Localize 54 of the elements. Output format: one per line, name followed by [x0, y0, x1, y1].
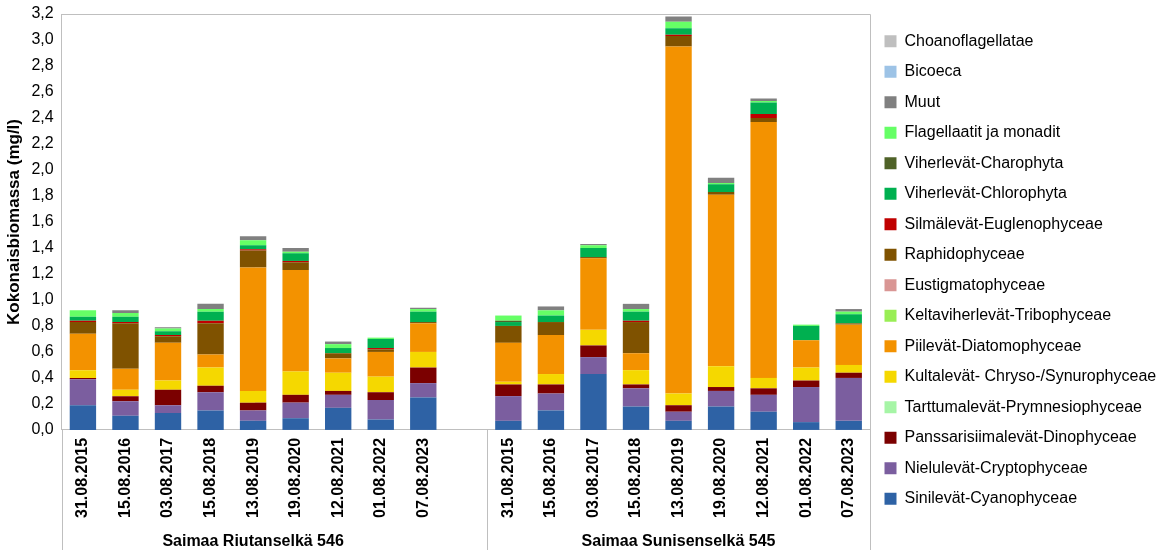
x-tick-label: 15.08.2016 — [115, 437, 133, 518]
legend-label: Kultalevät- Chryso-/Synurophyceae — [904, 367, 1157, 385]
x-tick-label: 13.08.2019 — [243, 437, 261, 518]
y-tick-label: 0,8 — [31, 316, 54, 334]
y-tick-label: 0,2 — [31, 394, 54, 412]
legend-label: Tarttumalevät-Prymnesiophyceae — [904, 397, 1143, 415]
x-tick-label: 19.08.2020 — [711, 437, 729, 518]
y-tick-label: 1,2 — [31, 264, 54, 282]
text: Saimaa Sunisenselkä 545 — [581, 532, 776, 550]
legend-label: Viherlevät-Chlorophyta — [904, 184, 1068, 202]
x-tick-label: 19.08.2020 — [286, 437, 304, 518]
x-tick-label: 31.08.2015 — [73, 437, 91, 518]
legend-label: Keltaviherlevät-Tribophyceae — [904, 306, 1112, 324]
y-tick-label: 0,0 — [31, 420, 54, 438]
x-tick-label: 03.08.2017 — [158, 437, 176, 518]
legend-label: Flagellaatit ja monadit — [904, 123, 1061, 141]
legend-label: Silmälevät-Euglenophyceae — [904, 214, 1103, 232]
x-tick-label: 15.08.2018 — [626, 437, 644, 518]
legend-label: Raphidophyceae — [904, 245, 1025, 263]
y-tick-label: 0,6 — [31, 342, 54, 360]
legend-label: Muut — [904, 92, 941, 110]
y-tick-label: 1,8 — [31, 186, 54, 204]
x-tick-label: 01.08.2022 — [796, 437, 814, 518]
y-tick-label: 3,0 — [31, 30, 54, 48]
legend-label: Choanoflagellatae — [904, 31, 1034, 49]
y-tick-label: 2,0 — [31, 160, 54, 178]
x-tick-label: 13.08.2019 — [668, 437, 686, 518]
x-tick-label: 07.08.2023 — [413, 437, 431, 518]
y-tick-label: 2,2 — [31, 134, 54, 152]
x-tick-label: 12.08.2021 — [328, 437, 346, 518]
y-tick-label: 1,6 — [31, 212, 54, 230]
x-tick-label: 31.08.2015 — [498, 437, 516, 518]
y-axis-title: Kokonaisbiomassa (mg/l) — [3, 118, 23, 325]
legend-label: Bicoeca — [904, 62, 962, 80]
x-tick-label: 07.08.2023 — [839, 437, 857, 518]
y-tick-label: 2,6 — [31, 82, 54, 100]
x-tick-label: 15.08.2016 — [541, 437, 559, 518]
y-tick-label: 3,2 — [31, 4, 54, 22]
x-tick-label: 15.08.2018 — [200, 437, 218, 518]
legend-label: Viherlevät-Charophyta — [904, 153, 1064, 171]
text: Saimaa Riutanselkä 546 — [162, 532, 344, 550]
legend-label: Eustigmatophyceae — [904, 275, 1046, 293]
y-tick-label: 0,4 — [31, 368, 54, 386]
y-tick-label: 1,0 — [31, 290, 54, 308]
y-tick-label: 2,4 — [31, 108, 54, 126]
x-tick-label: 03.08.2017 — [583, 437, 601, 518]
legend-label: Piilevät-Diatomophyceae — [904, 336, 1082, 354]
x-tick-label: 01.08.2022 — [371, 437, 389, 518]
legend-label: Panssarisiimalevät-Dinophyceae — [904, 428, 1137, 446]
y-tick-label: 2,8 — [31, 56, 54, 74]
y-tick-label: 1,4 — [31, 238, 54, 256]
x-tick-label: 12.08.2021 — [754, 437, 772, 518]
legend-label: Nielulevät-Cryptophyceae — [904, 458, 1088, 476]
legend-label: Sinilevät-Cyanophyceae — [904, 489, 1078, 507]
